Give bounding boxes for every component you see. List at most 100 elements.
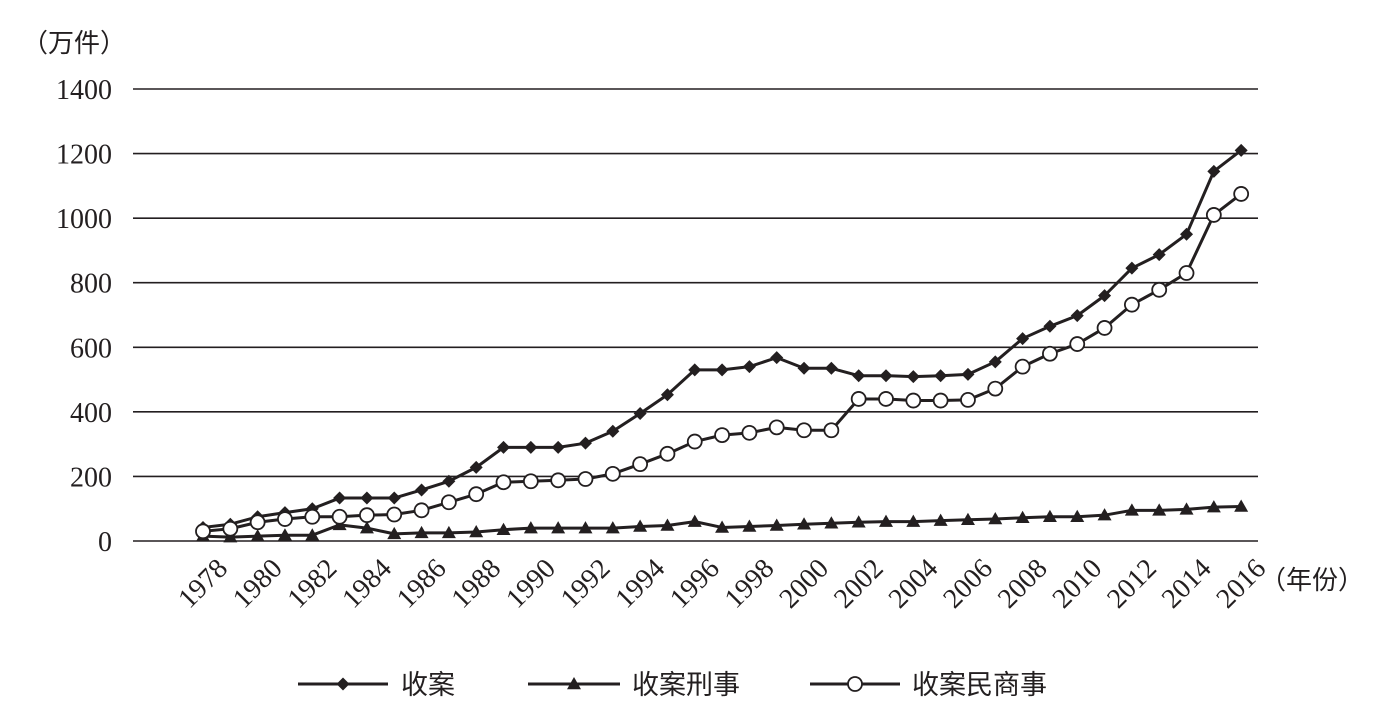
data-point xyxy=(824,516,839,529)
data-point xyxy=(413,502,430,519)
data-point xyxy=(1069,336,1086,352)
y-tick-label: 400 xyxy=(70,398,112,429)
data-point xyxy=(770,351,784,365)
data-point xyxy=(1015,510,1030,524)
data-point xyxy=(987,380,1004,397)
data-point xyxy=(878,391,894,407)
data-point xyxy=(632,456,649,473)
legend-label: 收案 xyxy=(401,670,455,701)
data-point xyxy=(1042,509,1057,523)
legend-item: 收案 xyxy=(298,670,455,701)
y-tick-label: 600 xyxy=(70,333,112,364)
data-point xyxy=(797,517,812,530)
data-point xyxy=(331,508,348,525)
data-point xyxy=(249,514,266,531)
y-axis-unit-label: （万件） xyxy=(22,29,126,59)
data-point xyxy=(988,355,1002,369)
data-point xyxy=(1179,502,1194,515)
data-point xyxy=(1097,508,1112,521)
legend-label: 收案刑事 xyxy=(632,670,740,701)
data-point xyxy=(387,491,401,505)
data-point xyxy=(1124,503,1139,516)
data-point xyxy=(769,518,784,531)
data-point xyxy=(1043,319,1057,333)
legend-item: 收案刑事 xyxy=(528,670,740,701)
data-point xyxy=(605,521,620,534)
data-point xyxy=(934,369,948,383)
data-point xyxy=(660,518,675,531)
x-tick-label: 1998 xyxy=(719,553,781,615)
data-point xyxy=(932,392,949,409)
data-point xyxy=(1096,320,1113,336)
data-point xyxy=(1152,503,1167,516)
legend-label: 收案民商事 xyxy=(912,670,1047,701)
x-tick-label: 1982 xyxy=(282,553,344,615)
x-tick-label: 2016 xyxy=(1211,553,1273,615)
data-point xyxy=(1123,296,1140,313)
x-tick-label: 2008 xyxy=(992,553,1054,615)
legend-marker xyxy=(336,677,350,691)
data-point xyxy=(550,472,567,489)
x-axis-unit-label: （年份） xyxy=(1260,566,1364,596)
data-point xyxy=(686,433,703,450)
data-point xyxy=(195,523,211,540)
y-tick-label: 1200 xyxy=(56,140,112,171)
y-tick-label: 800 xyxy=(70,269,112,300)
x-tick-label: 2012 xyxy=(1101,553,1163,615)
y-tick-label: 1000 xyxy=(56,204,112,235)
y-tick-labels: 0 200 400 600 800 1000 1200 1400 xyxy=(56,75,112,558)
data-point xyxy=(578,521,593,534)
data-point xyxy=(1207,164,1221,178)
data-point xyxy=(414,525,429,539)
data-point xyxy=(523,521,538,534)
data-point xyxy=(660,388,674,402)
data-point xyxy=(906,514,921,527)
data-point xyxy=(305,528,320,541)
data-point xyxy=(960,392,976,408)
data-point xyxy=(441,525,456,539)
x-tick-label: 1980 xyxy=(227,553,289,615)
data-point xyxy=(850,391,867,407)
series-2 xyxy=(196,499,1249,543)
data-point xyxy=(1233,186,1250,202)
data-point xyxy=(387,526,402,540)
x-tick-label: 2002 xyxy=(828,553,890,615)
legend-marker xyxy=(567,677,581,690)
data-point xyxy=(277,511,293,527)
data-point xyxy=(633,406,647,420)
data-point xyxy=(495,474,512,491)
data-point xyxy=(742,360,756,374)
data-point xyxy=(1070,309,1084,323)
data-point xyxy=(768,419,785,436)
data-point xyxy=(1014,358,1031,375)
data-point xyxy=(796,422,812,439)
data-point xyxy=(879,369,893,383)
x-tick-label: 1988 xyxy=(446,553,508,615)
data-point xyxy=(415,483,429,497)
data-point xyxy=(906,370,920,384)
y-tick-label: 0 xyxy=(98,527,112,558)
data-point xyxy=(961,367,975,381)
data-point xyxy=(577,471,594,487)
data-point xyxy=(1125,261,1139,275)
data-point xyxy=(250,529,265,542)
data-point xyxy=(823,422,840,439)
data-point xyxy=(851,515,866,528)
data-point xyxy=(879,514,893,527)
data-point xyxy=(551,521,566,534)
data-point xyxy=(333,491,347,505)
x-tick-label: 1984 xyxy=(336,553,398,615)
data-point xyxy=(522,473,539,490)
data-point xyxy=(742,519,757,532)
data-point xyxy=(469,524,484,538)
data-point xyxy=(386,506,403,523)
x-tick-labels: 1978198019821984198619881990199219941996… xyxy=(172,553,1272,615)
data-point xyxy=(304,508,321,525)
data-point xyxy=(551,440,565,454)
data-point xyxy=(1206,500,1221,513)
series-1 xyxy=(196,143,1248,534)
y-tick-label: 1400 xyxy=(56,75,112,106)
x-tick-label: 2000 xyxy=(773,553,835,615)
x-tick-label: 2014 xyxy=(1156,553,1218,615)
data-point xyxy=(688,363,702,377)
